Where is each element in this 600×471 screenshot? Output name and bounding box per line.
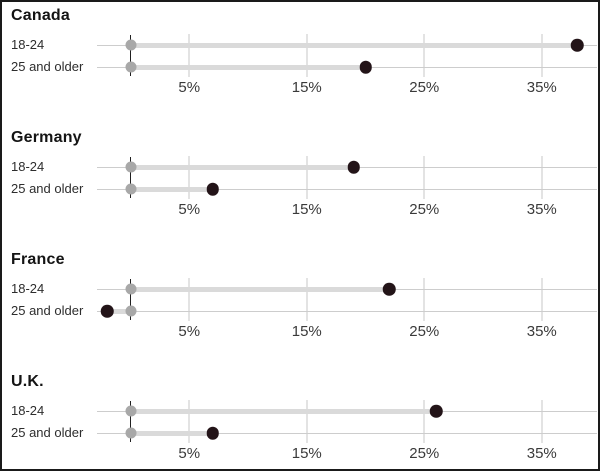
row-label: 18-24	[11, 159, 45, 175]
row-label: 25 and older	[11, 425, 84, 441]
row-line	[97, 432, 597, 434]
start-dot	[125, 61, 136, 73]
start-dot	[125, 283, 136, 295]
gridline	[541, 34, 543, 77]
x-tick-label: 35%	[526, 323, 557, 340]
row-label: 18-24	[11, 403, 45, 419]
dumbbell-connector	[107, 308, 131, 314]
row-label: 25 and older	[11, 303, 84, 319]
panel-title: U.K.	[11, 373, 44, 390]
gridline	[306, 156, 308, 199]
end-dot	[100, 304, 114, 318]
row-line	[97, 310, 597, 312]
gridline	[423, 400, 425, 443]
gridline	[423, 34, 425, 77]
zero-baseline	[129, 157, 132, 198]
x-tick-label: 25%	[409, 79, 440, 96]
x-tick-label: 5%	[178, 79, 201, 96]
x-tick-label: 35%	[526, 201, 557, 218]
gridline	[188, 278, 190, 321]
row-line	[97, 188, 597, 190]
gridline	[541, 278, 543, 321]
zero-baseline	[129, 279, 132, 320]
end-dot	[359, 60, 372, 74]
panel-uk: 5% 15% 25% 35% U.K. 18-24 25 and older	[2, 368, 598, 469]
x-tick-label: 15%	[291, 445, 322, 462]
panel-grid: 5% 15% 25% 35%	[2, 124, 598, 246]
start-dot	[125, 405, 136, 417]
gridline	[306, 278, 308, 321]
x-tick-label: 25%	[409, 323, 440, 340]
dumbbell-connector	[130, 186, 213, 192]
end-dot	[347, 160, 360, 174]
panel-title: France	[11, 251, 65, 268]
end-dot	[570, 38, 584, 52]
gridline	[541, 400, 543, 443]
zero-baseline	[129, 35, 132, 76]
gridline	[541, 156, 543, 199]
end-dot	[382, 282, 396, 296]
dumbbell-connector	[130, 64, 366, 70]
gridline	[306, 400, 308, 443]
panel-title: Germany	[11, 129, 82, 146]
panel-france: 5% 15% 25% 35% France 18-24 25 and older	[2, 246, 598, 368]
start-dot	[125, 183, 136, 195]
panel-germany: 5% 15% 25% 35% Germany 18-24 25 and older	[2, 124, 598, 246]
dumbbell-connector	[130, 164, 354, 170]
panel-title: Canada	[11, 7, 70, 24]
x-tick-label: 25%	[409, 445, 440, 462]
x-tick-label: 25%	[409, 201, 440, 218]
gridline	[188, 156, 190, 199]
x-tick-label: 35%	[526, 445, 557, 462]
end-dot	[429, 404, 443, 418]
gridline	[306, 34, 308, 77]
end-dot	[206, 182, 219, 196]
x-tick-label: 15%	[291, 323, 322, 340]
gridline	[423, 156, 425, 199]
x-tick-label: 5%	[178, 323, 201, 340]
panel-grid: 5% 15% 25% 35%	[2, 368, 598, 469]
x-tick-label: 35%	[526, 79, 557, 96]
x-tick-label: 5%	[178, 201, 201, 218]
row-label: 18-24	[11, 281, 45, 297]
start-dot	[125, 427, 136, 439]
x-tick-label: 15%	[291, 79, 322, 96]
x-tick-label: 15%	[291, 201, 322, 218]
gridline	[423, 278, 425, 321]
dumbbell-connector	[130, 430, 213, 436]
gridline	[188, 34, 190, 77]
row-label: 18-24	[11, 37, 45, 53]
zero-baseline	[129, 401, 132, 442]
panel-canada: 5% 15% 25% 35% Canada 18-24 25 and older	[2, 2, 598, 124]
panel-grid: 5% 15% 25% 35%	[2, 2, 598, 124]
gridline	[188, 400, 190, 443]
row-label: 25 and older	[11, 59, 84, 75]
dumbbell-connector	[130, 286, 389, 292]
row-label: 25 and older	[11, 181, 84, 197]
start-dot	[125, 161, 136, 173]
panel-grid: 5% 15% 25% 35%	[2, 246, 598, 368]
x-tick-label: 5%	[178, 445, 201, 462]
dumbbell-connector	[130, 408, 436, 414]
dumbbell-connector	[130, 42, 577, 48]
end-dot	[206, 426, 219, 440]
start-dot	[125, 39, 136, 51]
start-dot	[125, 305, 136, 317]
